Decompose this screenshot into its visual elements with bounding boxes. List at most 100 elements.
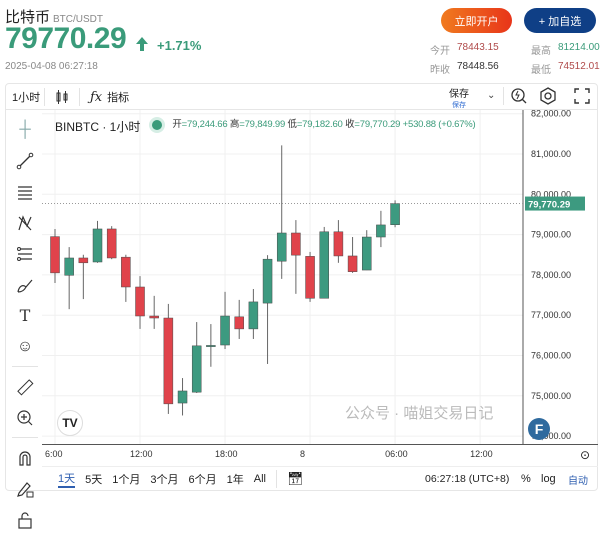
candle-body: [121, 256, 131, 288]
ruler-icon[interactable]: [8, 371, 42, 402]
chart-toolbar: 1小时 ƒx 指标: [12, 86, 129, 108]
candle-body: [276, 232, 287, 262]
change-val: +530.88 (+0.67%): [402, 119, 476, 130]
chevron-down-icon[interactable]: ⌄: [487, 90, 496, 101]
close-val: =79,770.29: [354, 119, 401, 130]
range-1m[interactable]: 1个月: [112, 474, 141, 486]
auto-toggle[interactable]: 自动: [568, 475, 588, 487]
candlestick-chart[interactable]: 82,000.00 81,000.00 80,000.00 79,000.00 78,0…: [42, 110, 598, 444]
emoji-icon[interactable]: ☺: [16, 337, 34, 355]
indicators-button[interactable]: 指标: [107, 92, 130, 104]
watermark: 公众号 · 喵姐交易日记: [345, 405, 494, 422]
current-price: 79770.29: [5, 22, 127, 55]
price-change: +1.71%: [157, 38, 202, 53]
horizontal-lines-icon[interactable]: [8, 176, 42, 207]
save-label: 保存: [449, 89, 469, 100]
range-1y[interactable]: 1年: [226, 474, 244, 486]
divider: [275, 470, 277, 488]
candle-body: [106, 228, 117, 259]
trend-line-icon[interactable]: [8, 145, 42, 176]
candle-body: [191, 345, 202, 393]
prev-close-label: 昨收: [430, 65, 450, 76]
symbol-label[interactable]: BINBTC · 1小时: [55, 120, 141, 134]
x-tick-label: 6:00: [45, 449, 63, 459]
add-watchlist-button[interactable]: + 加自选: [524, 8, 596, 33]
candles-icon[interactable]: [45, 90, 79, 104]
high-label: 最高: [531, 46, 551, 57]
chart-widget: [5, 83, 598, 491]
high-value: 81214.00: [558, 42, 600, 53]
low-val: =79,182.60: [296, 119, 343, 130]
x-tick-label: 06:00: [385, 449, 408, 459]
divider: [12, 366, 38, 367]
divider: [12, 437, 38, 438]
open-account-button[interactable]: 立即开户: [441, 8, 512, 33]
event-flag-icon[interactable]: F: [528, 418, 550, 440]
save-button[interactable]: 保存 保存: [446, 85, 472, 110]
brush-icon[interactable]: [8, 269, 42, 300]
candle-body: [333, 231, 344, 257]
divider: [44, 88, 45, 106]
tradingview-logo-icon[interactable]: TV: [57, 410, 83, 436]
last-price-label: 79,770.29: [528, 200, 570, 211]
y-tick-label: 76,000.00: [531, 351, 571, 361]
asset-name: 比特币: [5, 9, 51, 26]
lock-drawing-icon[interactable]: [8, 473, 42, 504]
candle-body: [135, 286, 145, 317]
candle-body: [347, 255, 358, 272]
divider: [503, 87, 504, 105]
text-icon[interactable]: T: [19, 306, 31, 325]
axis-line: [42, 444, 598, 445]
open-val: =79,244.66: [181, 119, 228, 130]
y-tick-label: 79,000.00: [531, 230, 571, 240]
x-tick-label: 18:00: [215, 449, 238, 459]
x-tick-label: 12:00: [130, 449, 153, 459]
candle-body: [234, 316, 244, 330]
candle-body: [78, 257, 89, 264]
range-3m[interactable]: 3个月: [150, 474, 179, 486]
zoom-in-icon[interactable]: [8, 402, 42, 433]
divider: [79, 88, 80, 106]
low-key: 低: [287, 119, 298, 130]
quick-search-icon[interactable]: [510, 87, 528, 105]
candle-body: [206, 345, 216, 347]
goto-date-icon[interactable]: 📅︎: [286, 471, 304, 486]
range-1d[interactable]: 1天: [58, 470, 76, 488]
settings-icon[interactable]: [539, 87, 557, 105]
magnet-icon[interactable]: [8, 442, 42, 473]
unlock-icon[interactable]: [8, 504, 42, 535]
asset-title: 比特币 BTC/USDT: [5, 6, 103, 27]
close-key: 收: [345, 119, 355, 130]
range-all[interactable]: All: [253, 473, 266, 485]
range-5d[interactable]: 5天: [85, 474, 103, 486]
high-val: =79,849.99: [239, 119, 286, 130]
prev-close-value: 78448.56: [457, 61, 499, 72]
divider: [5, 109, 598, 110]
percent-toggle[interactable]: %: [521, 473, 531, 485]
fib-icon[interactable]: [8, 238, 42, 269]
timestamp: 2025-04-08 06:27:18: [5, 61, 98, 72]
candle-body: [305, 256, 315, 299]
fx-icon[interactable]: ƒx: [90, 89, 103, 105]
clock[interactable]: 06:27:18 (UTC+8): [425, 473, 510, 485]
fullscreen-icon[interactable]: [573, 87, 591, 105]
pattern-icon[interactable]: [8, 207, 42, 238]
open-label: 今开: [430, 46, 450, 57]
asset-pair: BTC/USDT: [53, 14, 104, 25]
live-status-icon: [152, 120, 163, 130]
x-tick-label: 12:00: [470, 449, 493, 459]
y-tick-label: 78,000.00: [531, 270, 571, 280]
log-toggle[interactable]: log: [541, 473, 556, 485]
range-6m[interactable]: 6个月: [188, 474, 217, 486]
y-tick-label: 75,000.00: [531, 391, 571, 401]
candle-body: [376, 224, 386, 238]
interval-selector[interactable]: 1小时: [12, 92, 41, 104]
candle-body: [149, 315, 159, 319]
candle-body: [50, 236, 60, 274]
axis-settings-icon[interactable]: ⊙: [580, 448, 591, 462]
last-price-badge: [525, 196, 585, 211]
crosshair-icon[interactable]: ┼: [19, 120, 31, 138]
save-sublabel: 保存: [452, 102, 466, 109]
high-key: 高: [229, 119, 240, 130]
low-label: 最低: [531, 65, 551, 76]
